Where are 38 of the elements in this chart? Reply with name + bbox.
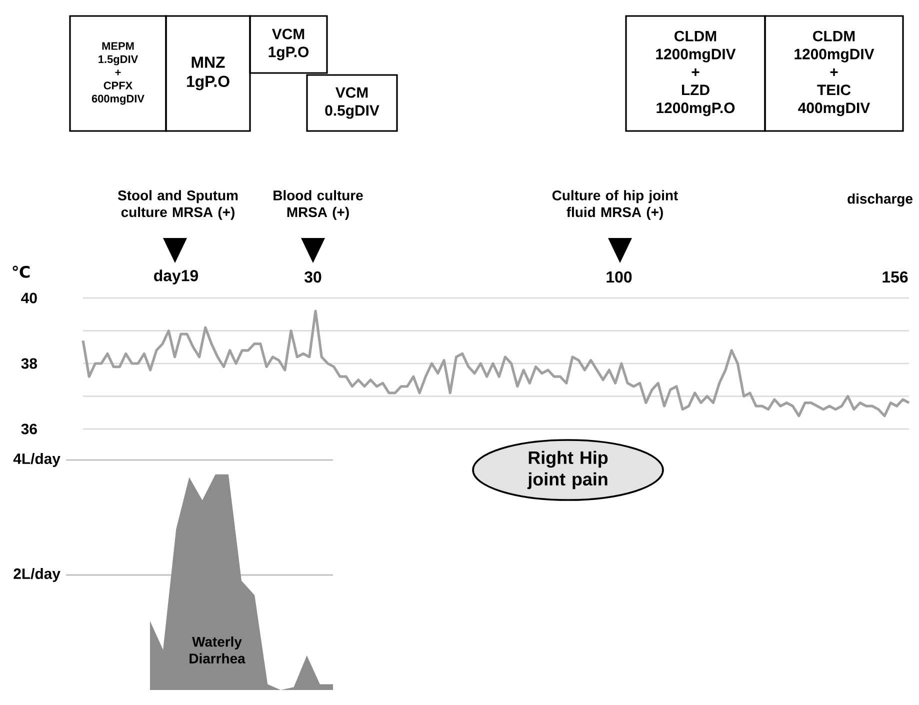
text: MEPM (102, 42, 134, 50)
y-axis-title: ℃ (12, 266, 30, 278)
line-series (82, 310, 910, 418)
text: 1200mgDIV (794, 48, 874, 62)
y-tick-label: 2L/day (14, 568, 60, 582)
text: MNZ (192, 56, 225, 68)
annotation: Waterly Diarrhea (190, 636, 246, 664)
text: 1200mgDIV (656, 48, 736, 62)
text: TEIC (817, 84, 851, 96)
text: 600mgDIV (92, 94, 144, 105)
text: CPFX (104, 82, 133, 90)
text: day19 (154, 270, 198, 284)
text: 30 (304, 271, 322, 283)
text: 1.5gDIV (98, 55, 138, 66)
text: CLDM (674, 30, 716, 42)
text: 0.5gDIV (325, 105, 380, 119)
text: CLDM (813, 30, 855, 42)
text: 1gP.O (187, 76, 230, 90)
text: 100 (606, 271, 632, 283)
y-tick-label: 36 (21, 424, 37, 434)
text: VCM (272, 28, 304, 40)
text: discharge (848, 193, 912, 207)
text: LZD (682, 84, 710, 96)
text: Stool and Sputum culture MRSA (+) (118, 190, 238, 220)
text: 156 (882, 271, 908, 283)
text: + (830, 68, 838, 76)
text: Blood culture MRSA (+) (274, 190, 363, 220)
text: + (692, 68, 700, 76)
text: + (115, 70, 121, 76)
y-tick-label: 40 (21, 292, 37, 304)
text: Culture of hip joint fluid MRSA (+) (552, 190, 678, 220)
text: 400mgDIV (798, 102, 870, 116)
y-tick-label: 38 (21, 358, 38, 369)
y-tick-label: 4L/day (13, 453, 60, 467)
text: VCM (336, 87, 368, 98)
text: 1gP.O (268, 46, 309, 60)
text: Right Hip joint pain (527, 450, 608, 490)
text: 1200mgP.O (656, 102, 735, 116)
